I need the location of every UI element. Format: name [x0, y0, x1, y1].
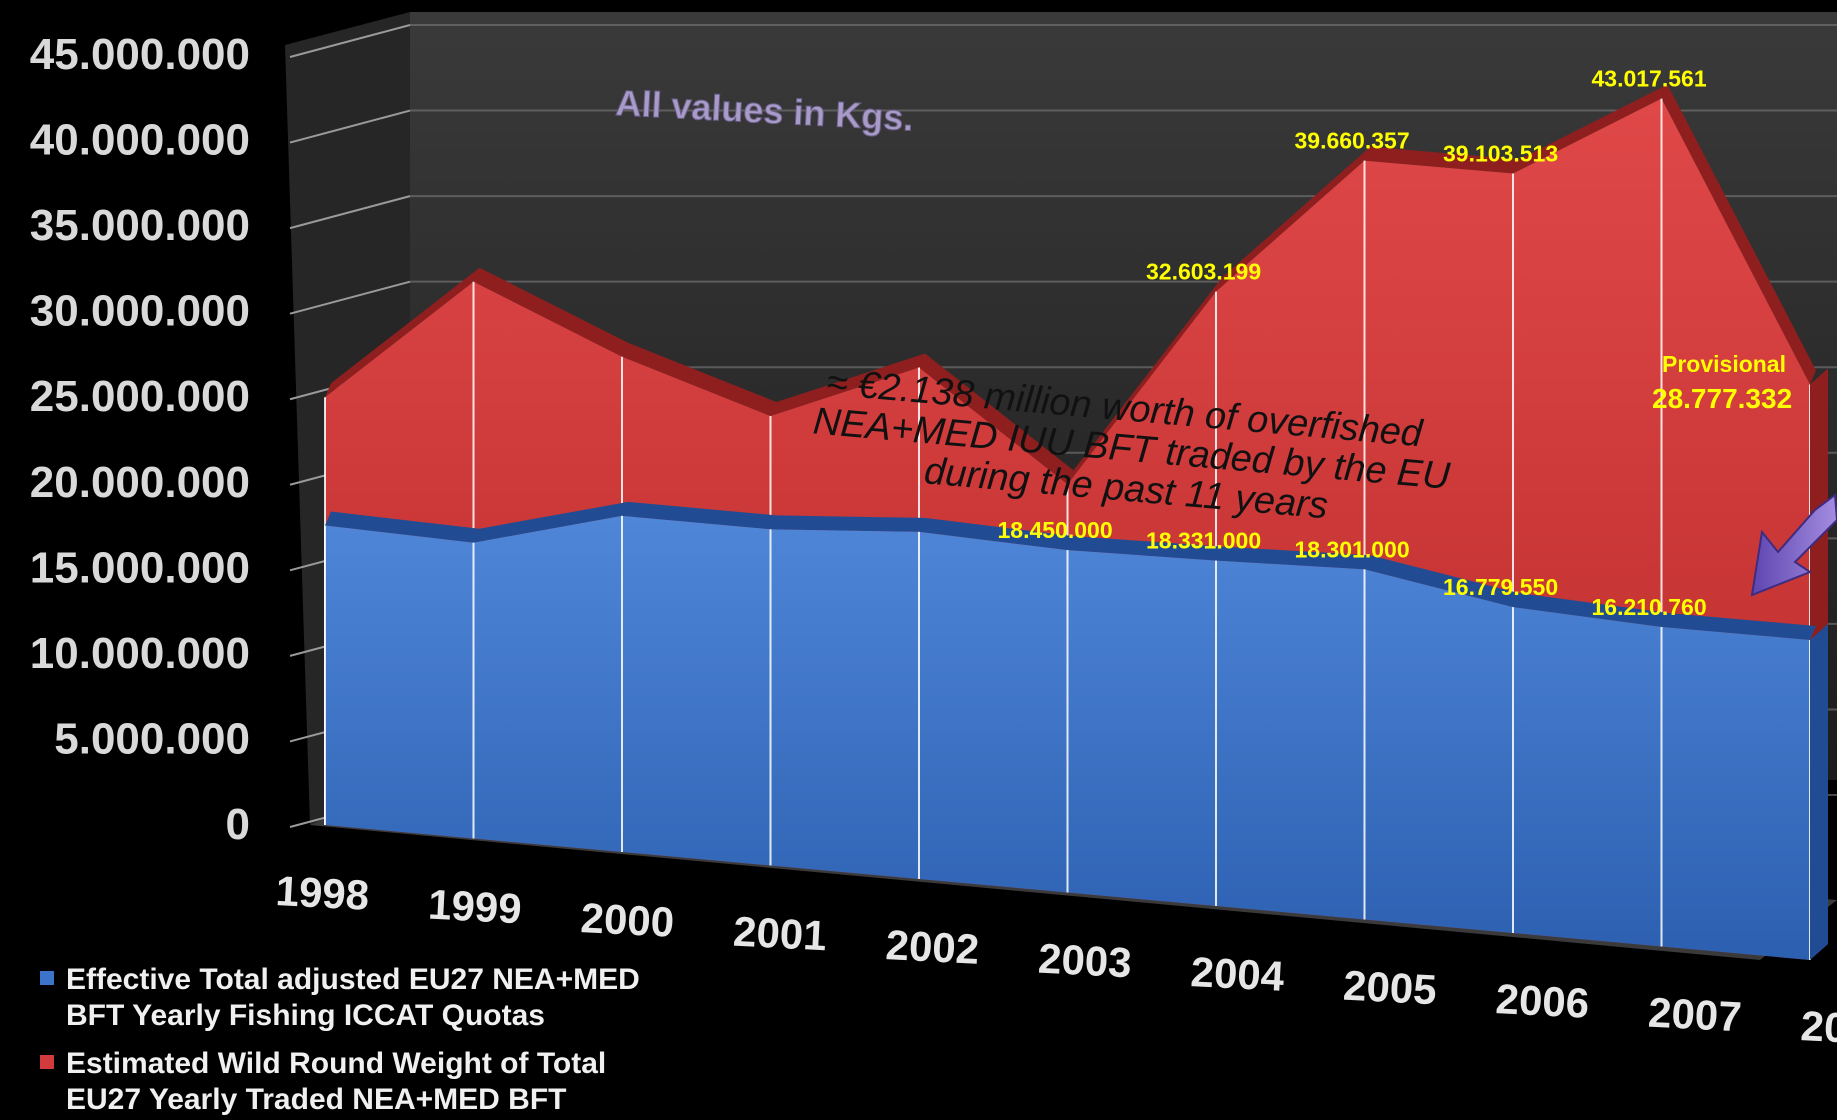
y-tick-label: 40.000.000 [30, 116, 250, 165]
x-tick-label: 2002 [885, 921, 981, 973]
y-tick-label: 10.000.000 [30, 629, 250, 678]
red-data-label: 39.103.513 [1443, 141, 1558, 167]
x-tick-label: 2000 [580, 894, 676, 946]
x-tick-label: 2008 [1800, 1002, 1837, 1054]
x-tick-label: 2006 [1495, 975, 1591, 1027]
x-axis-ticks: 1998 1999 2000 2001 2002 2003 2004 2005 2006 2007… [275, 867, 1837, 1054]
x-tick-label: 2001 [732, 908, 828, 960]
y-tick-label: 20.000.000 [30, 458, 250, 507]
gridline-side [289, 24, 411, 58]
y-tick-label: 45.000.000 [30, 30, 250, 79]
red-data-label: 39.660.357 [1295, 128, 1410, 154]
x-tick-label: 2005 [1342, 962, 1438, 1014]
legend-text-1a: Effective Total adjusted EU27 NEA+MED [66, 963, 640, 996]
legend-item-traded: Estimated Wild Round Weight of Total EU2… [40, 1046, 640, 1118]
red-data-label: 43.017.561 [1592, 66, 1707, 92]
x-tick-label: 1999 [427, 881, 523, 933]
blue-data-label: 18.301.000 [1295, 536, 1410, 562]
arrow-icon [1750, 493, 1837, 597]
y-axis-ticks: 0 5.000.000 10.000.000 15.000.000 20.000.000… [30, 30, 250, 849]
blue-data-label: 18.450.000 [998, 517, 1113, 543]
data-labels: 32.603.199 39.660.357 39.103.513 43.017.561… [998, 66, 1707, 620]
legend-text-2a: Estimated Wild Round Weight of Total [66, 1047, 607, 1080]
area-side-face [1810, 624, 1828, 960]
legend: Effective Total adjusted EU27 NEA+MED BF… [40, 962, 640, 1118]
gridline-side [289, 195, 411, 230]
y-tick-label: 5.000.000 [54, 714, 250, 763]
legend-text-1b: BFT Yearly Fishing ICCAT Quotas [66, 999, 545, 1032]
red-data-label: 32.603.199 [1146, 259, 1261, 285]
x-tick-label: 2004 [1190, 948, 1286, 1000]
provisional-value: 28.777.332 [1652, 383, 1792, 414]
legend-item-quotas: Effective Total adjusted EU27 NEA+MED BF… [40, 962, 640, 1034]
y-tick-label: 0 [226, 800, 250, 849]
blue-data-label: 16.210.760 [1592, 594, 1707, 620]
provisional-label: Provisional [1662, 351, 1786, 377]
y-tick-label: 30.000.000 [30, 287, 250, 336]
x-tick-label: 1998 [275, 867, 371, 919]
y-tick-label: 35.000.000 [30, 201, 250, 250]
x-tick-label: 2003 [1037, 935, 1133, 987]
area-top-edge [325, 84, 1816, 485]
gridline-side [289, 280, 411, 315]
area-top-edge [325, 501, 1816, 640]
blue-data-label: 16.779.550 [1443, 574, 1558, 600]
y-tick-label: 15.000.000 [30, 543, 250, 592]
legend-swatch-blue [40, 971, 54, 985]
legend-text-2b: EU27 Yearly Traded NEA+MED BFT [66, 1083, 567, 1116]
gridline-side [289, 109, 411, 144]
blue-area-series [324, 501, 1828, 960]
legend-swatch-red [40, 1055, 54, 1069]
x-tick-label: 2007 [1647, 989, 1743, 1041]
y-tick-label: 25.000.000 [30, 372, 250, 421]
blue-data-label: 18.331.000 [1146, 528, 1261, 554]
